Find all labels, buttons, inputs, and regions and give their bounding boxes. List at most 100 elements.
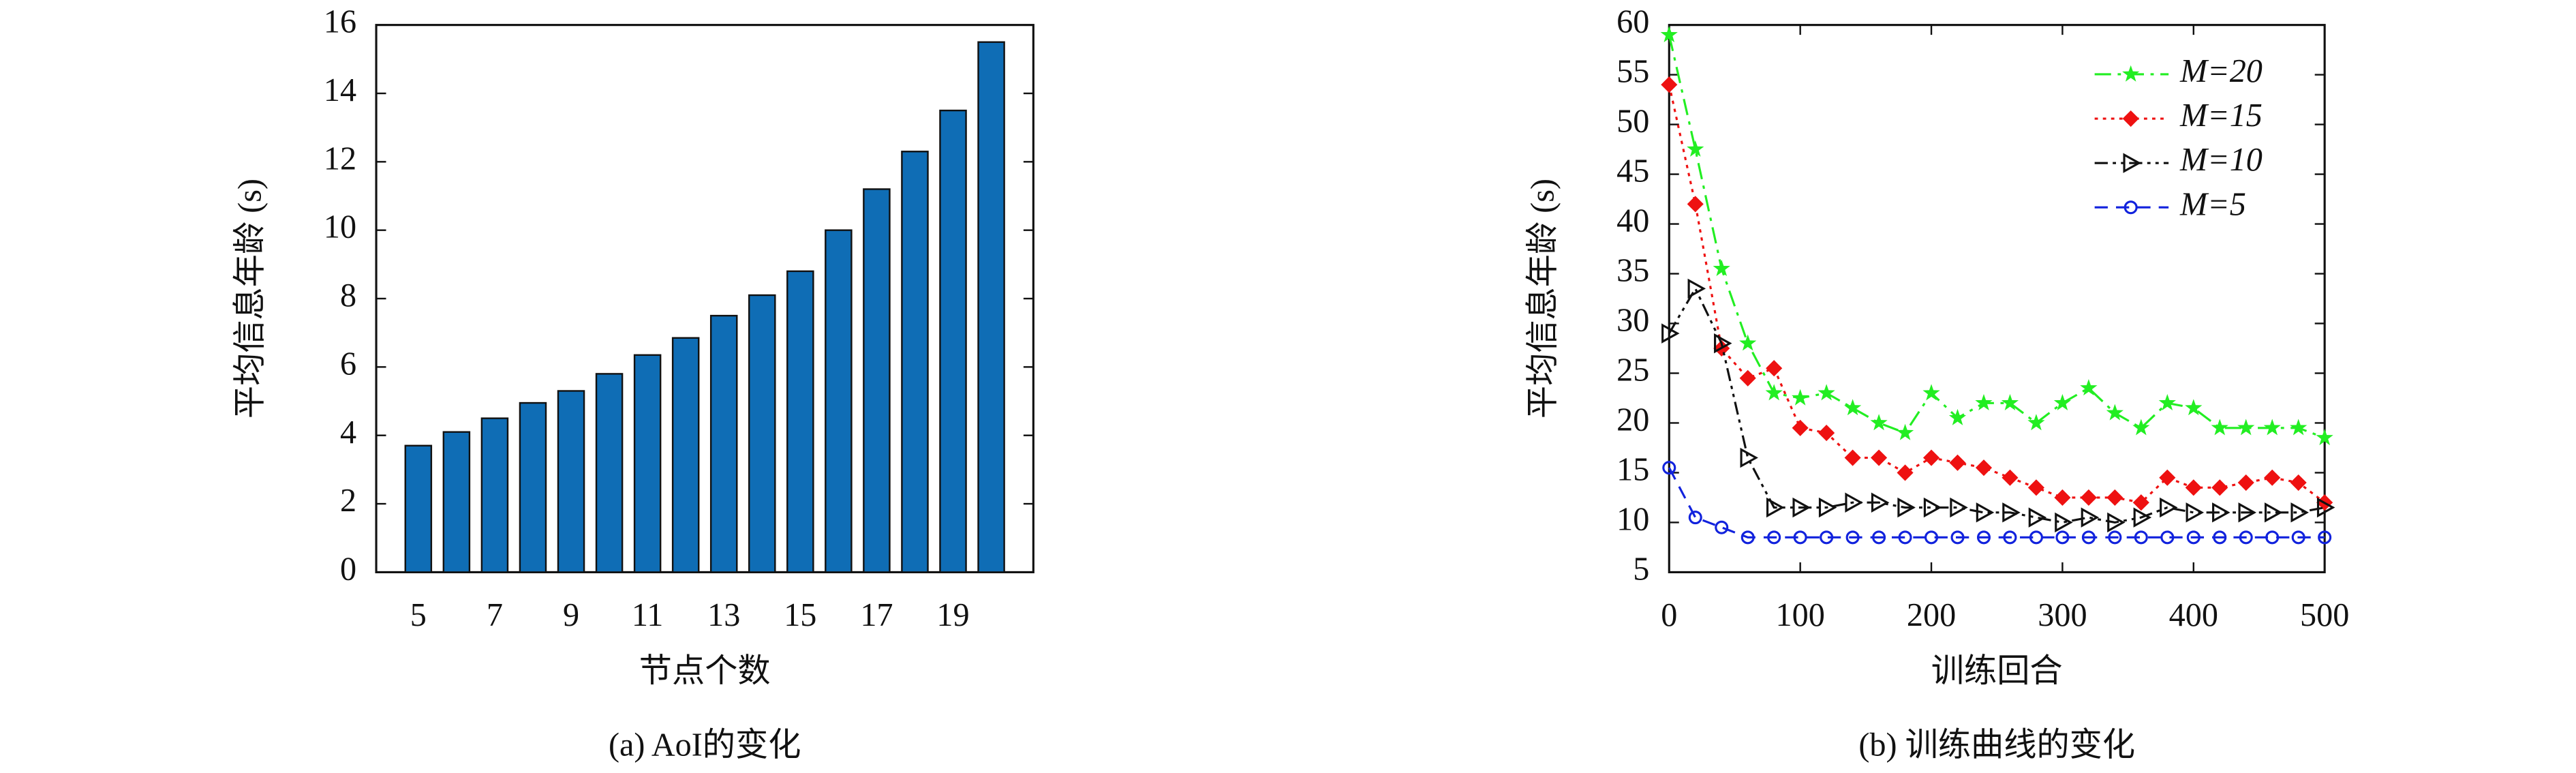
marker bbox=[2055, 512, 2073, 533]
y-tick-label: 4 bbox=[340, 414, 356, 451]
marker bbox=[2186, 530, 2201, 545]
marker bbox=[1687, 196, 1704, 213]
marker bbox=[1661, 76, 1678, 93]
marker bbox=[1844, 399, 1862, 416]
plot-frame bbox=[1668, 24, 2326, 573]
marker bbox=[2029, 530, 2043, 545]
marker bbox=[1740, 447, 1758, 468]
marker bbox=[2237, 474, 2254, 491]
marker bbox=[2291, 530, 2305, 545]
x-tick-label: 300 bbox=[2038, 597, 2087, 633]
legend-marker bbox=[2122, 110, 2139, 127]
marker bbox=[1897, 497, 1916, 518]
legend-label: M=10 bbox=[2179, 142, 2263, 178]
marker bbox=[1948, 408, 1967, 425]
marker bbox=[2212, 502, 2230, 523]
marker bbox=[2265, 502, 2283, 523]
y-tick-label: 35 bbox=[1616, 253, 1649, 289]
marker bbox=[1897, 464, 1914, 481]
marker bbox=[1844, 449, 1861, 466]
marker bbox=[2001, 394, 2019, 411]
marker bbox=[1845, 530, 1860, 545]
caption: (b) 训练曲线的变化 bbox=[1858, 727, 2135, 763]
bar bbox=[519, 401, 547, 573]
marker bbox=[2238, 502, 2257, 523]
marker bbox=[1792, 497, 1811, 518]
marker bbox=[2237, 419, 2255, 436]
y-tick-label: 40 bbox=[1616, 203, 1649, 239]
bar bbox=[863, 188, 891, 573]
marker bbox=[2081, 530, 2096, 545]
marker bbox=[1976, 530, 1991, 545]
marker bbox=[2290, 419, 2307, 436]
marker bbox=[1739, 369, 1756, 386]
x-tick-label: 11 bbox=[632, 597, 663, 633]
marker bbox=[1687, 140, 1704, 157]
marker bbox=[1792, 389, 1809, 406]
y-tick-label: 25 bbox=[1616, 352, 1649, 389]
y-tick-label: 10 bbox=[324, 209, 356, 245]
marker bbox=[1818, 384, 1835, 401]
bar bbox=[977, 41, 1005, 573]
marker bbox=[1922, 449, 1940, 466]
marker bbox=[1713, 259, 1730, 276]
y-tick-label: 16 bbox=[324, 4, 356, 40]
marker bbox=[2054, 489, 2071, 506]
marker bbox=[1925, 530, 1939, 545]
legend-label: M=5 bbox=[2179, 186, 2246, 222]
y-tick-label: 20 bbox=[1616, 402, 1649, 438]
x-tick-label: 5 bbox=[410, 597, 427, 633]
marker bbox=[2263, 419, 2281, 436]
marker bbox=[1922, 384, 1940, 401]
marker bbox=[2160, 530, 2175, 545]
bar bbox=[442, 431, 471, 573]
marker bbox=[1896, 423, 1914, 440]
x-tick-label: 9 bbox=[563, 597, 579, 633]
bar bbox=[557, 390, 585, 573]
x-tick-label: 0 bbox=[1661, 597, 1677, 633]
x-tick-label: 19 bbox=[936, 597, 969, 633]
marker bbox=[1793, 530, 1807, 545]
marker bbox=[2080, 489, 2097, 506]
y-tick-label: 55 bbox=[1616, 54, 1649, 90]
marker bbox=[1950, 530, 1965, 545]
marker bbox=[2265, 530, 2280, 545]
marker bbox=[2185, 399, 2203, 416]
marker bbox=[1845, 492, 1863, 513]
x-tick-label: 17 bbox=[860, 597, 893, 633]
x-tick-label: 13 bbox=[707, 597, 740, 633]
legend-label: M=20 bbox=[2179, 53, 2263, 89]
y-tick-label: 6 bbox=[340, 346, 356, 382]
bar bbox=[748, 294, 776, 573]
y-tick-label: 15 bbox=[1616, 452, 1649, 488]
series-line bbox=[1668, 84, 2326, 504]
bar bbox=[709, 314, 738, 573]
x-tick-label: 400 bbox=[2169, 597, 2218, 633]
marker bbox=[2027, 479, 2044, 496]
x-axis-label: 训练回合 bbox=[1931, 653, 2063, 689]
y-tick-label: 30 bbox=[1616, 303, 1649, 339]
marker bbox=[1976, 502, 1995, 523]
marker bbox=[1975, 459, 1993, 476]
marker bbox=[1871, 449, 1888, 466]
marker bbox=[1872, 530, 1886, 545]
marker bbox=[2185, 479, 2202, 496]
marker bbox=[2318, 530, 2332, 545]
marker bbox=[2211, 479, 2228, 496]
legend-label: M=15 bbox=[2179, 97, 2263, 134]
marker bbox=[1766, 497, 1785, 518]
bar bbox=[480, 417, 509, 573]
marker bbox=[2027, 414, 2045, 431]
y-tick-label: 45 bbox=[1616, 153, 1649, 190]
marker bbox=[1741, 530, 1755, 545]
marker bbox=[1766, 360, 1783, 377]
marker bbox=[1818, 497, 1837, 518]
marker bbox=[1662, 461, 1676, 475]
legend-marker bbox=[2122, 65, 2140, 82]
bar bbox=[595, 373, 624, 573]
marker bbox=[2158, 394, 2176, 411]
legend-marker bbox=[2123, 153, 2141, 173]
x-tick-label: 15 bbox=[784, 597, 816, 633]
series-line bbox=[1668, 286, 2325, 524]
